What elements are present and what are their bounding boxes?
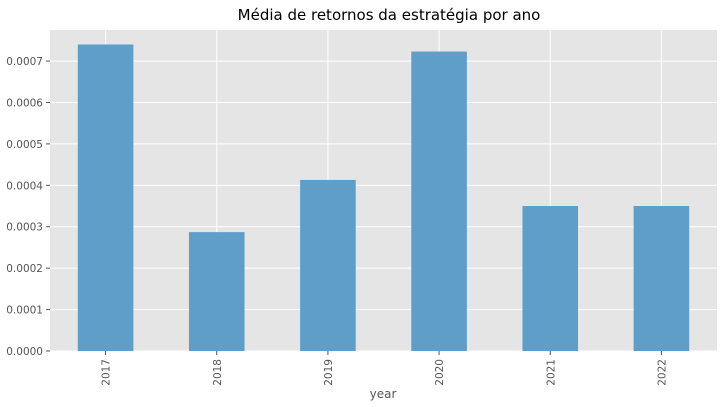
chart-title: Média de retornos da estratégia por ano <box>238 6 541 24</box>
bar-2019 <box>300 179 356 351</box>
bar-2020 <box>411 51 467 352</box>
y-tick-label: 0.0006 <box>6 97 43 109</box>
x-tick-label: 2022 <box>656 359 668 386</box>
bar-2018 <box>188 232 245 351</box>
bar-2021 <box>522 206 579 351</box>
x-tick-label: 2019 <box>323 359 335 386</box>
y-gridlines <box>50 60 717 352</box>
bars <box>77 44 690 352</box>
x-tick-label: 2021 <box>545 359 557 386</box>
plot-area <box>50 30 717 351</box>
y-tick-label: 0.0007 <box>6 56 43 68</box>
y-tick-label: 0.0002 <box>6 263 43 275</box>
y-tick-label: 0.0005 <box>6 139 43 151</box>
y-tick-label: 0.0003 <box>6 222 43 234</box>
y-axis: 0.0000 0.0001 0.0002 0.0003 0.0004 0.0005 0.00… <box>6 56 50 358</box>
x-tick-label: 2017 <box>101 359 113 386</box>
bar-2017 <box>77 44 134 352</box>
y-tick-label: 0.0000 <box>6 346 43 358</box>
bar-2022 <box>633 206 690 351</box>
x-tick-label: 2020 <box>434 359 446 386</box>
y-tick-label: 0.0004 <box>6 180 43 192</box>
x-axis: 2017 2018 2019 2020 2021 2022 <box>101 351 668 386</box>
x-tick-label: 2018 <box>212 359 224 386</box>
y-tick-label: 0.0001 <box>6 305 43 317</box>
x-axis-label: year <box>370 387 397 401</box>
